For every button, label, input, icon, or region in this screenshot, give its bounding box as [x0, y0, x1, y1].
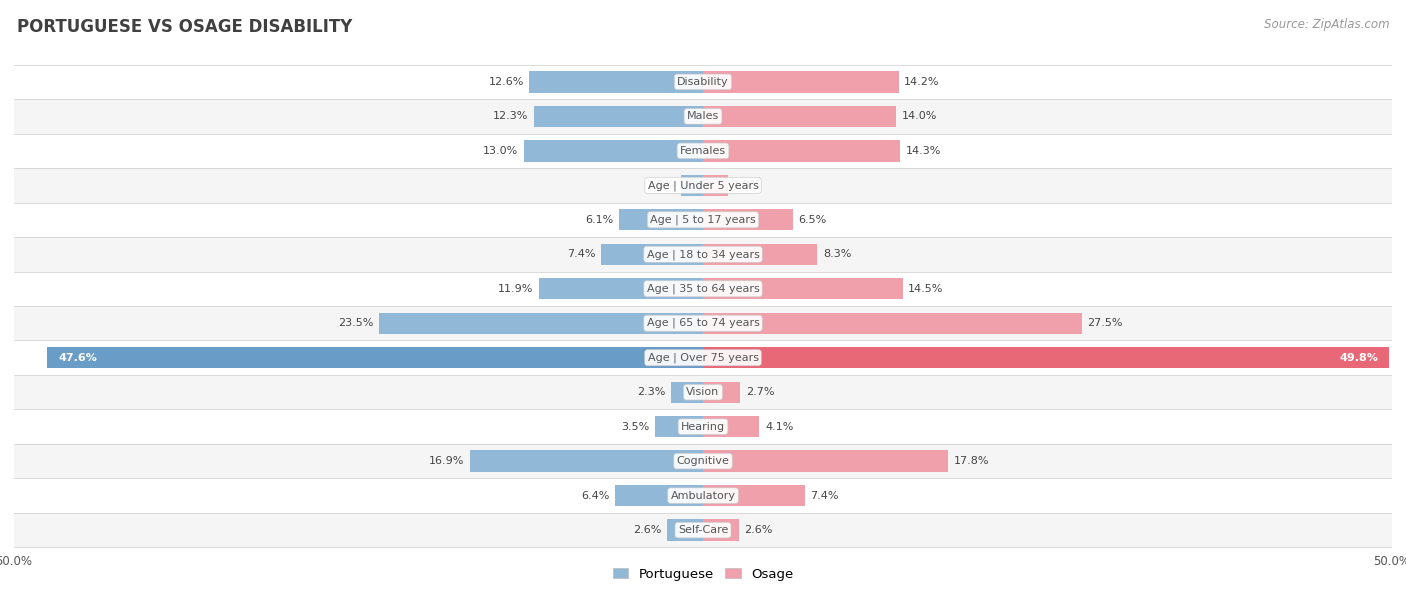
Text: 23.5%: 23.5%: [339, 318, 374, 328]
Text: Cognitive: Cognitive: [676, 456, 730, 466]
Text: Ambulatory: Ambulatory: [671, 491, 735, 501]
Bar: [703, 174, 728, 196]
Text: 49.8%: 49.8%: [1340, 353, 1378, 363]
Bar: [14, 479, 1392, 513]
Text: Age | Over 75 years: Age | Over 75 years: [648, 353, 758, 363]
Bar: [538, 278, 703, 299]
Bar: [14, 99, 1392, 133]
Text: Source: ZipAtlas.com: Source: ZipAtlas.com: [1264, 18, 1389, 31]
Text: Age | 35 to 64 years: Age | 35 to 64 years: [647, 283, 759, 294]
Text: 2.7%: 2.7%: [745, 387, 775, 397]
Bar: [671, 381, 703, 403]
Bar: [703, 450, 948, 472]
Bar: [524, 140, 703, 162]
Bar: [703, 381, 740, 403]
Text: Disability: Disability: [678, 77, 728, 87]
Bar: [14, 168, 1392, 203]
Text: 1.6%: 1.6%: [647, 181, 675, 190]
Bar: [14, 375, 1392, 409]
Bar: [14, 237, 1392, 272]
Text: 4.1%: 4.1%: [765, 422, 793, 431]
Bar: [14, 409, 1392, 444]
Text: 47.6%: 47.6%: [58, 353, 97, 363]
Bar: [655, 416, 703, 438]
Text: Age | Under 5 years: Age | Under 5 years: [648, 180, 758, 190]
Text: 2.6%: 2.6%: [633, 525, 662, 535]
Text: 17.8%: 17.8%: [953, 456, 990, 466]
Bar: [533, 106, 703, 127]
Bar: [14, 444, 1392, 479]
Text: 14.3%: 14.3%: [905, 146, 941, 156]
Bar: [14, 65, 1392, 99]
Bar: [703, 313, 1083, 334]
Bar: [703, 416, 759, 438]
Text: 12.6%: 12.6%: [488, 77, 524, 87]
Bar: [619, 209, 703, 231]
Bar: [14, 340, 1392, 375]
Bar: [703, 520, 738, 541]
Text: Age | 18 to 34 years: Age | 18 to 34 years: [647, 249, 759, 259]
Bar: [600, 244, 703, 265]
Text: 14.0%: 14.0%: [901, 111, 936, 121]
Bar: [703, 278, 903, 299]
Bar: [703, 71, 898, 92]
Text: Females: Females: [681, 146, 725, 156]
Bar: [703, 209, 793, 231]
Bar: [14, 513, 1392, 547]
Bar: [668, 520, 703, 541]
Text: Hearing: Hearing: [681, 422, 725, 431]
Text: Age | 5 to 17 years: Age | 5 to 17 years: [650, 215, 756, 225]
Bar: [703, 485, 806, 506]
Text: 6.5%: 6.5%: [799, 215, 827, 225]
Bar: [703, 106, 896, 127]
Text: 1.8%: 1.8%: [734, 181, 762, 190]
Bar: [14, 133, 1392, 168]
Text: PORTUGUESE VS OSAGE DISABILITY: PORTUGUESE VS OSAGE DISABILITY: [17, 18, 353, 36]
Text: Males: Males: [688, 111, 718, 121]
Bar: [703, 347, 1389, 368]
Bar: [380, 313, 703, 334]
Text: 13.0%: 13.0%: [484, 146, 519, 156]
Text: 11.9%: 11.9%: [498, 284, 533, 294]
Legend: Portuguese, Osage: Portuguese, Osage: [607, 562, 799, 586]
Bar: [14, 306, 1392, 340]
Text: 12.3%: 12.3%: [492, 111, 529, 121]
Bar: [703, 140, 900, 162]
Text: 16.9%: 16.9%: [429, 456, 464, 466]
Text: Vision: Vision: [686, 387, 720, 397]
Bar: [681, 174, 703, 196]
Text: 6.1%: 6.1%: [585, 215, 613, 225]
Text: 7.4%: 7.4%: [810, 491, 839, 501]
Text: 7.4%: 7.4%: [567, 249, 596, 259]
Text: 8.3%: 8.3%: [823, 249, 851, 259]
Bar: [530, 71, 703, 92]
Text: Self-Care: Self-Care: [678, 525, 728, 535]
Text: Age | 65 to 74 years: Age | 65 to 74 years: [647, 318, 759, 329]
Text: 14.2%: 14.2%: [904, 77, 939, 87]
Bar: [614, 485, 703, 506]
Text: 3.5%: 3.5%: [621, 422, 650, 431]
Bar: [703, 244, 817, 265]
Text: 27.5%: 27.5%: [1087, 318, 1123, 328]
Text: 14.5%: 14.5%: [908, 284, 943, 294]
Bar: [14, 203, 1392, 237]
Text: 6.4%: 6.4%: [581, 491, 609, 501]
Bar: [470, 450, 703, 472]
Text: 2.6%: 2.6%: [744, 525, 773, 535]
Text: 2.3%: 2.3%: [637, 387, 666, 397]
Bar: [14, 272, 1392, 306]
Bar: [48, 347, 703, 368]
